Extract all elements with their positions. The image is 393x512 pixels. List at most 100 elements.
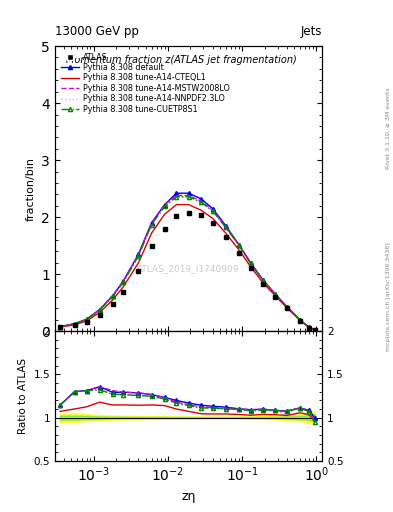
X-axis label: zη: zη [182,490,196,503]
Pythia 8.308 tune-CUETP8S1 [223,224,228,230]
Line: Pythia 8.308 tune-A14-CTEQL1: Pythia 8.308 tune-A14-CTEQL1 [60,205,315,330]
Pythia 8.308 default [285,304,289,310]
Pythia 8.308 tune-A14-NNPDF2.3LO [298,317,302,323]
Pythia 8.308 tune-A14-MSTW2008LO [248,260,253,266]
Pythia 8.308 tune-CUETP8S1 [136,253,141,259]
Pythia 8.308 tune-A14-MSTW2008LO [110,292,115,298]
Text: Jets: Jets [301,26,322,38]
Y-axis label: Ratio to ATLAS: Ratio to ATLAS [18,358,28,434]
Pythia 8.308 tune-A14-NNPDF2.3LO [248,261,253,267]
Pythia 8.308 tune-A14-CTEQL1 [110,297,115,303]
Pythia 8.308 tune-A14-MSTW2008LO [97,307,102,313]
Pythia 8.308 tune-A14-MSTW2008LO [210,207,215,214]
Pythia 8.308 default [84,316,89,322]
Pythia 8.308 tune-A14-MSTW2008LO [121,278,126,284]
Pythia 8.308 tune-A14-MSTW2008LO [84,316,89,322]
Pythia 8.308 tune-A14-MSTW2008LO [307,325,312,331]
Pythia 8.308 tune-A14-CTEQL1 [307,325,312,331]
Pythia 8.308 tune-A14-NNPDF2.3LO [237,243,241,249]
Pythia 8.308 tune-A14-CTEQL1 [84,318,89,324]
Pythia 8.308 default [307,325,312,331]
Pythia 8.308 default [149,220,154,226]
Pythia 8.308 default [312,327,317,333]
Legend: ATLAS, Pythia 8.308 default, Pythia 8.308 tune-A14-CTEQL1, Pythia 8.308 tune-A14: ATLAS, Pythia 8.308 default, Pythia 8.30… [59,50,233,116]
Pythia 8.308 tune-CUETP8S1 [149,222,154,228]
Pythia 8.308 tune-A14-CTEQL1 [210,215,215,221]
Pythia 8.308 default [261,277,265,283]
Pythia 8.308 tune-A14-CTEQL1 [149,230,154,236]
Text: 13000 GeV pp: 13000 GeV pp [55,26,139,38]
Text: mcplots.cern.ch [arXiv:1306.3436]: mcplots.cern.ch [arXiv:1306.3436] [386,243,391,351]
Pythia 8.308 tune-A14-CTEQL1 [121,284,126,290]
Pythia 8.308 tune-A14-CTEQL1 [312,327,317,333]
Pythia 8.308 tune-A14-NNPDF2.3LO [174,194,179,200]
Pythia 8.308 tune-A14-NNPDF2.3LO [307,325,312,331]
Pythia 8.308 tune-A14-CTEQL1 [97,309,102,315]
Pythia 8.308 tune-CUETP8S1 [84,316,89,322]
Pythia 8.308 tune-CUETP8S1 [285,304,289,310]
Pythia 8.308 tune-A14-NNPDF2.3LO [84,316,89,322]
Pythia 8.308 tune-CUETP8S1 [312,327,317,333]
Pythia 8.308 tune-A14-NNPDF2.3LO [72,321,77,327]
Text: Rivet 3.1.10, ≥ 3M events: Rivet 3.1.10, ≥ 3M events [386,87,391,169]
Pythia 8.308 tune-CUETP8S1 [237,242,241,248]
Pythia 8.308 tune-A14-NNPDF2.3LO [110,293,115,300]
Pythia 8.308 tune-A14-MSTW2008LO [162,202,167,208]
Pythia 8.308 tune-CUETP8S1 [121,279,126,285]
Pythia 8.308 default [199,196,204,202]
Pythia 8.308 tune-A14-NNPDF2.3LO [261,278,265,284]
Pythia 8.308 default [248,260,253,266]
Pythia 8.308 tune-CUETP8S1 [273,291,278,297]
Pythia 8.308 tune-A14-CTEQL1 [273,293,278,299]
Pythia 8.308 default [97,307,102,313]
Pythia 8.308 tune-A14-NNPDF2.3LO [58,324,62,330]
Pythia 8.308 tune-A14-NNPDF2.3LO [162,204,167,210]
Y-axis label: fraction/bin: fraction/bin [26,157,36,221]
Pythia 8.308 tune-A14-NNPDF2.3LO [223,225,228,231]
Pythia 8.308 default [121,278,126,284]
Pythia 8.308 tune-A14-MSTW2008LO [285,304,289,310]
Pythia 8.308 tune-CUETP8S1 [110,293,115,300]
Line: Pythia 8.308 tune-A14-NNPDF2.3LO: Pythia 8.308 tune-A14-NNPDF2.3LO [60,197,315,330]
Pythia 8.308 tune-A14-CTEQL1 [136,260,141,266]
Pythia 8.308 tune-A14-NNPDF2.3LO [285,304,289,310]
Pythia 8.308 tune-A14-CTEQL1 [223,230,228,236]
Pythia 8.308 tune-CUETP8S1 [97,307,102,313]
Pythia 8.308 tune-CUETP8S1 [210,208,215,214]
Pythia 8.308 tune-A14-NNPDF2.3LO [312,327,317,333]
Pythia 8.308 default [72,321,77,327]
Line: Pythia 8.308 default: Pythia 8.308 default [58,191,317,332]
Pythia 8.308 default [237,242,241,248]
Pythia 8.308 tune-A14-NNPDF2.3LO [136,253,141,259]
Pythia 8.308 tune-A14-MSTW2008LO [261,277,265,283]
Pythia 8.308 default [136,251,141,258]
Text: Momentum fraction z(ATLAS jet fragmentation): Momentum fraction z(ATLAS jet fragmentat… [66,55,296,65]
Text: ATLAS_2019_I1740909: ATLAS_2019_I1740909 [138,264,240,273]
Pythia 8.308 tune-CUETP8S1 [72,321,77,327]
Pythia 8.308 tune-A14-NNPDF2.3LO [97,307,102,313]
Pythia 8.308 tune-A14-MSTW2008LO [312,327,317,333]
Pythia 8.308 tune-CUETP8S1 [261,278,265,284]
Pythia 8.308 tune-A14-MSTW2008LO [136,251,141,258]
Pythia 8.308 tune-CUETP8S1 [162,203,167,209]
Pythia 8.308 default [298,317,302,323]
Pythia 8.308 tune-A14-MSTW2008LO [149,220,154,226]
Pythia 8.308 tune-CUETP8S1 [58,324,62,330]
Pythia 8.308 tune-CUETP8S1 [174,194,179,200]
Pythia 8.308 default [174,190,179,196]
Pythia 8.308 tune-A14-NNPDF2.3LO [199,200,204,206]
Pythia 8.308 tune-A14-CTEQL1 [248,264,253,270]
Pythia 8.308 tune-A14-CTEQL1 [237,247,241,253]
Pythia 8.308 tune-A14-MSTW2008LO [273,291,278,297]
Pythia 8.308 tune-CUETP8S1 [199,199,204,205]
Pythia 8.308 tune-A14-CTEQL1 [285,305,289,311]
Pythia 8.308 tune-CUETP8S1 [248,260,253,266]
Pythia 8.308 tune-A14-CTEQL1 [261,280,265,286]
Pythia 8.308 tune-A14-CTEQL1 [298,317,302,324]
Pythia 8.308 tune-CUETP8S1 [307,325,312,331]
Pythia 8.308 tune-A14-CTEQL1 [199,207,204,214]
Pythia 8.308 tune-A14-MSTW2008LO [174,193,179,199]
Pythia 8.308 tune-A14-CTEQL1 [186,202,191,208]
Pythia 8.308 default [110,293,115,299]
Pythia 8.308 tune-A14-CTEQL1 [162,211,167,218]
